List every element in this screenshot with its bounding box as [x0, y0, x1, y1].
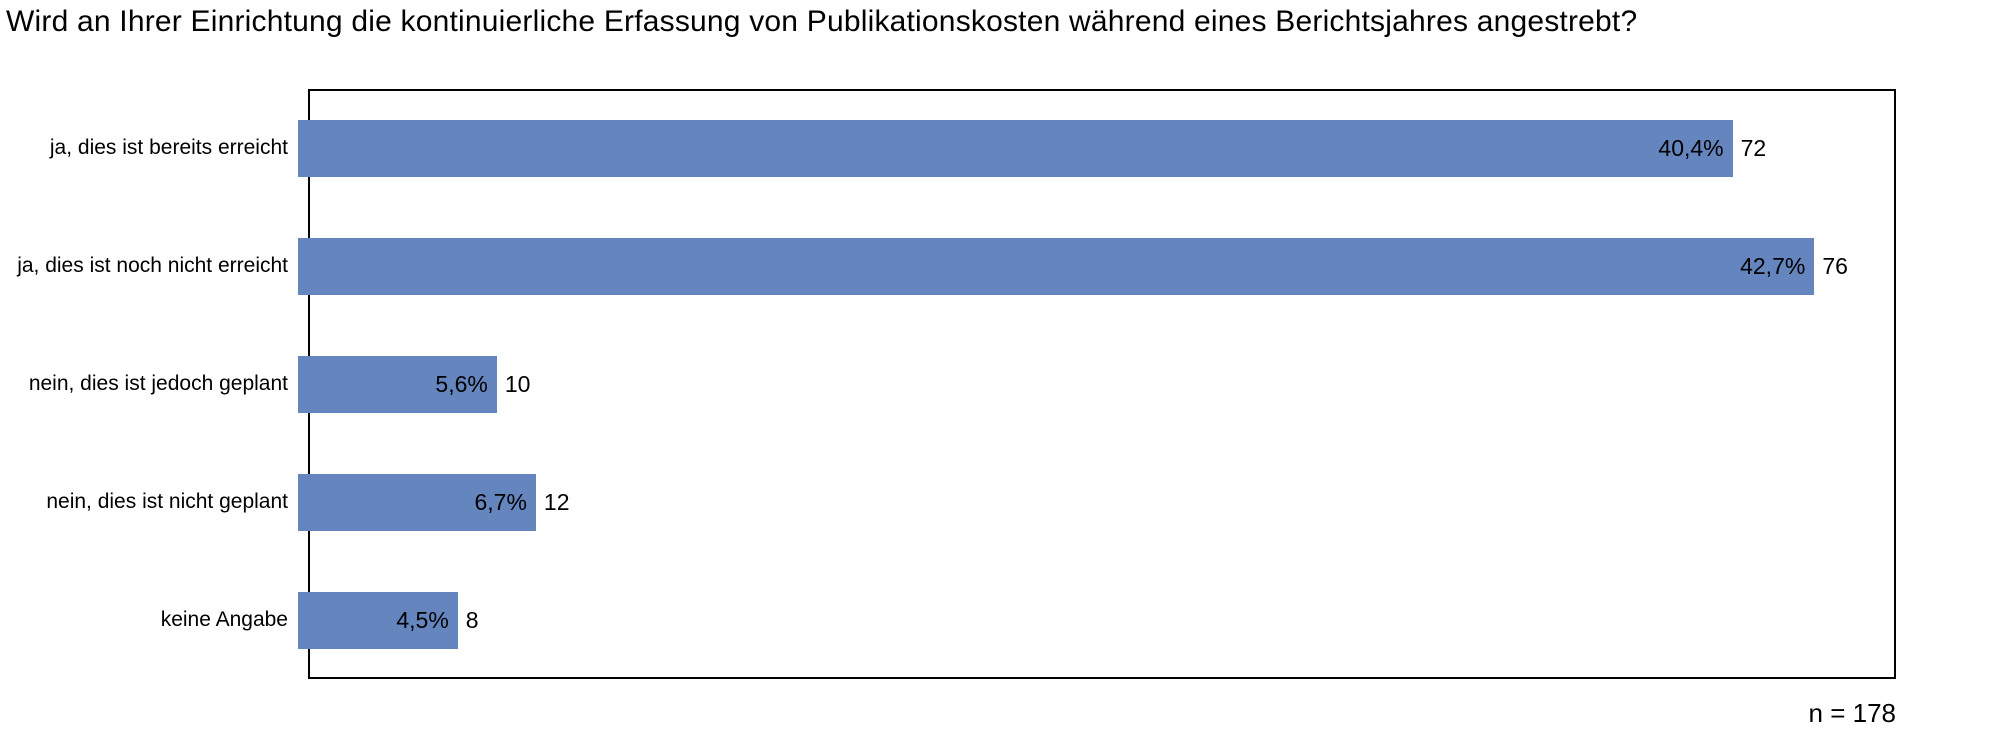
category-label: ja, dies ist bereits erreicht: [49, 136, 288, 159]
count-label: 8: [465, 606, 479, 633]
bar-area: 40,4% 72: [298, 89, 1896, 207]
bar-chart: ja, dies ist bereits erreicht 40,4% 72 ja, …: [0, 89, 1896, 679]
category-label: keine Angabe: [160, 608, 288, 631]
percent-label: 5,6%: [435, 370, 488, 397]
bar: 6,7%: [298, 473, 536, 531]
bar: 5,6%: [298, 355, 497, 413]
category-label: ja, dies ist noch nicht erreicht: [17, 254, 288, 277]
chart-row: ja, dies ist bereits erreicht 40,4% 72: [0, 89, 1896, 207]
chart-row: ja, dies ist noch nicht erreicht 42,7% 76: [0, 207, 1896, 325]
bar-area: 42,7% 76: [298, 207, 1896, 325]
chart-row: nein, dies ist jedoch geplant 5,6% 10: [0, 325, 1896, 443]
bar-area: 5,6% 10: [298, 325, 1896, 443]
bar-area: 6,7% 12: [298, 443, 1896, 561]
bar: 42,7%: [298, 237, 1815, 295]
bar: 4,5%: [298, 591, 458, 649]
category-label: nein, dies ist jedoch geplant: [28, 372, 288, 395]
count-label: 72: [1740, 134, 1767, 161]
percent-label: 42,7%: [1740, 252, 1806, 279]
percent-label: 40,4%: [1658, 134, 1724, 161]
bar-area: 4,5% 8: [298, 561, 1896, 679]
percent-label: 4,5%: [396, 606, 449, 633]
chart-row: nein, dies ist nicht geplant 6,7% 12: [0, 443, 1896, 561]
category-label: nein, dies ist nicht geplant: [46, 490, 288, 513]
bar: 40,4%: [298, 119, 1733, 177]
count-label: 12: [543, 488, 570, 515]
percent-label: 6,7%: [474, 488, 527, 515]
count-label: 76: [1822, 252, 1848, 279]
page-title: Wird an Ihrer Einrichtung die kontinuier…: [6, 5, 1638, 38]
chart-row: keine Angabe 4,5% 8: [0, 561, 1896, 679]
sample-size-note: n = 178: [1808, 698, 1896, 728]
count-label: 10: [504, 370, 531, 397]
